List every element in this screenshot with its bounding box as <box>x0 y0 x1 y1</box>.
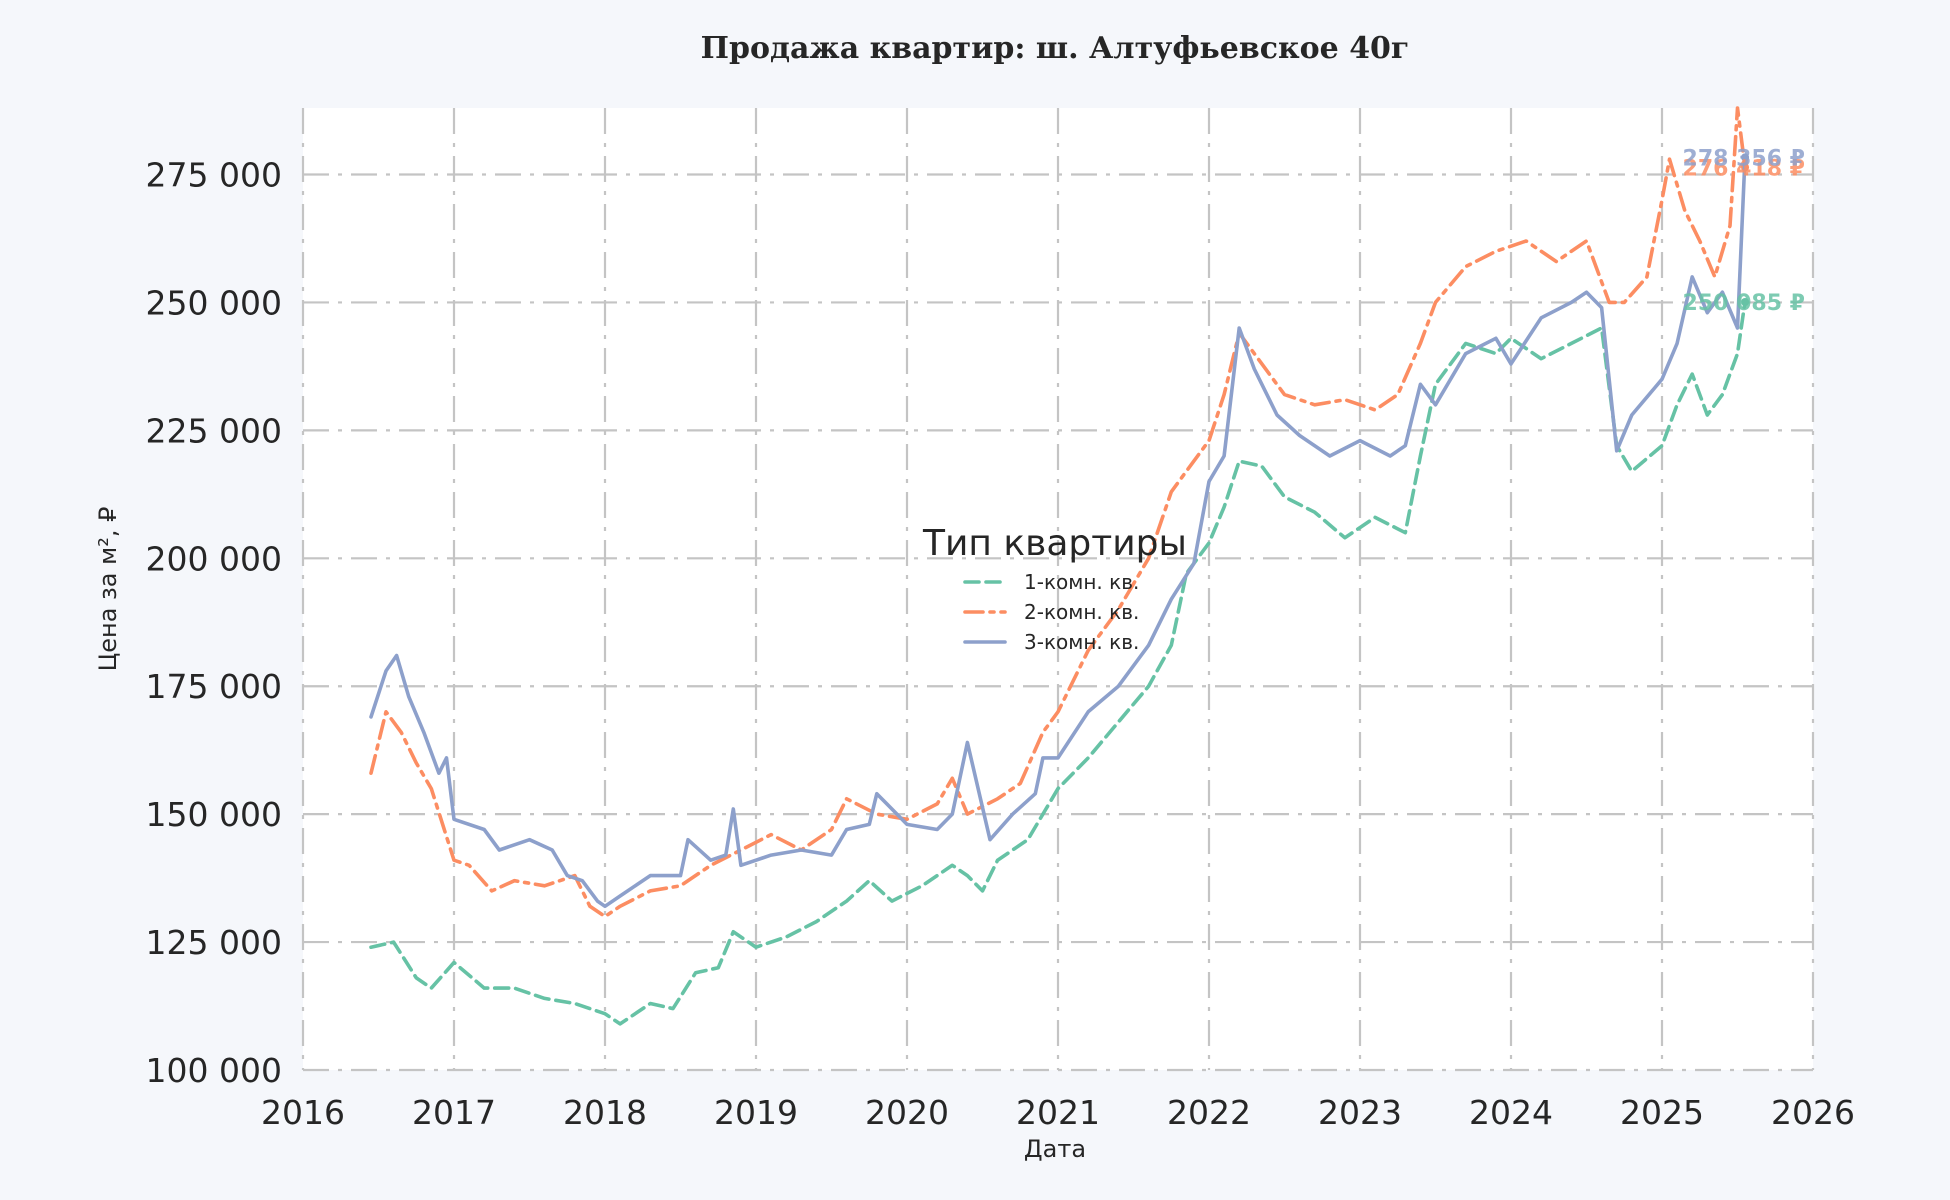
legend-label-1: 1-комн. кв. <box>1024 570 1139 594</box>
legend-title: Тип квартиры <box>922 523 1187 564</box>
series-end-point-3 <box>1741 153 1750 162</box>
legend-label-2: 2-комн. кв. <box>1024 600 1139 624</box>
x-tick-label: 2026 <box>1771 1093 1855 1132</box>
x-tick-label: 2022 <box>1167 1093 1251 1132</box>
y-tick-label: 200 000 <box>146 539 282 578</box>
y-tick-label: 125 000 <box>146 923 282 962</box>
legend-items: 1-комн. кв. 2-комн. кв. 3-комн. кв. <box>963 570 1139 654</box>
series-line-3 <box>369 155 1747 909</box>
x-tick-label: 2023 <box>1318 1093 1402 1132</box>
x-tick-label: 2019 <box>714 1093 798 1132</box>
end-label-1: 250 085 ₽ <box>1683 291 1805 316</box>
series-end-point-1 <box>1741 298 1750 307</box>
x-tick-label: 2021 <box>1016 1093 1100 1132</box>
series-layer <box>369 106 1750 1026</box>
x-axis-label: Дата <box>1024 1135 1086 1163</box>
x-tick-label: 2017 <box>412 1093 496 1132</box>
y-tick-label: 225 000 <box>146 411 282 450</box>
y-tick-label: 275 000 <box>146 156 282 195</box>
x-tick-label: 2020 <box>865 1093 949 1132</box>
x-tick-labels: 2016 2017 2018 2019 2020 2021 2022 2023 2024 2025… <box>261 1093 1855 1132</box>
x-tick-label: 2024 <box>1469 1093 1553 1132</box>
x-tick-label: 2016 <box>261 1093 345 1132</box>
x-tick-label: 2025 <box>1620 1093 1704 1132</box>
y-tick-label: 175 000 <box>146 667 282 706</box>
y-tick-label: 150 000 <box>146 795 282 834</box>
x-gridlines <box>301 108 1815 1070</box>
series-line-2 <box>369 106 1747 919</box>
x-tick-label: 2018 <box>563 1093 647 1132</box>
end-label-3: 278 356 ₽ <box>1683 146 1805 171</box>
end-label-2: 276 418 ₽ <box>1683 156 1805 181</box>
end-labels: 250 085 ₽ 276 418 ₽278 356 ₽ <box>1683 146 1805 316</box>
y-tick-label: 100 000 <box>146 1051 282 1090</box>
y-tick-labels: 100 000 125 000 150 000 175 000 200 000 225 0… <box>146 156 282 1090</box>
y-tick-label: 250 000 <box>146 283 282 322</box>
chart-title: Продажа квартир: ш. Алтуфьевское 40г <box>701 31 1410 66</box>
y-gridlines <box>303 173 1813 1072</box>
legend: Тип квартиры 1-комн. кв. 2-комн. кв. 3-ком… <box>922 523 1187 654</box>
series-line-1 <box>369 300 1747 1026</box>
y-axis-label: Цена за м², ₽ <box>94 507 122 672</box>
legend-label-3: 3-комн. кв. <box>1024 630 1139 654</box>
